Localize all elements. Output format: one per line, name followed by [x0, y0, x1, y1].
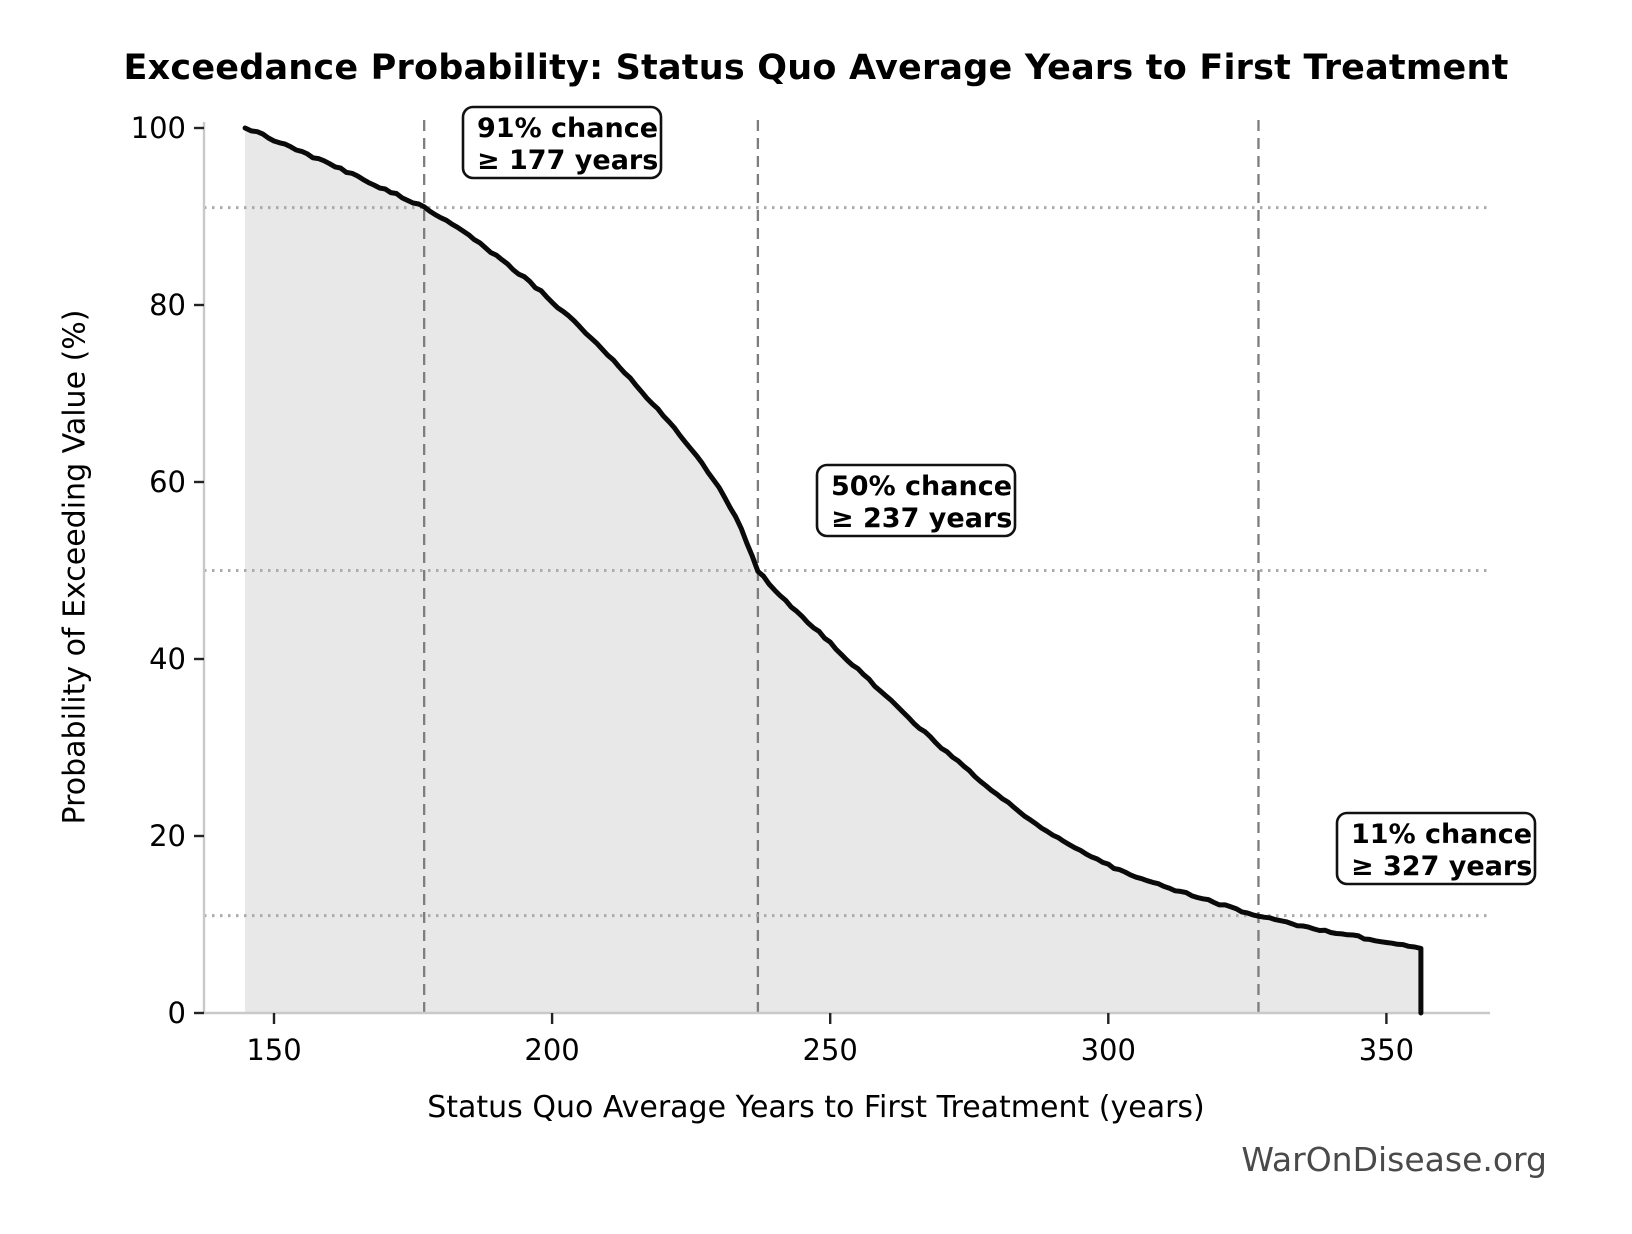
x-tick-label-150: 150 [246, 1033, 301, 1067]
y-tick-label-0: 0 [168, 996, 186, 1030]
x-axis-label: Status Quo Average Years to First Treatm… [427, 1090, 1205, 1125]
y-tick-label-60: 60 [149, 465, 186, 499]
y-tick-label-80: 80 [149, 288, 186, 322]
annotation-box-11 [1335, 811, 1537, 886]
chart-title: Exceedance Probability: Status Quo Avera… [123, 48, 1509, 88]
annotation-line1-91: 91% chance [477, 113, 658, 144]
annotation-box-50 [815, 463, 1017, 538]
annotation-line1-11: 11% chance [1351, 819, 1532, 850]
area-under-curve [245, 128, 1421, 1013]
annotation-line2-11: ≥ 327 years [1351, 851, 1532, 882]
annotation-box-91 [461, 105, 663, 180]
x-tick-label-300: 300 [1081, 1033, 1136, 1067]
annotation-line2-91: ≥ 177 years [477, 145, 658, 176]
annotation-line2-50: ≥ 237 years [831, 503, 1012, 534]
y-tick-label-100: 100 [131, 111, 186, 145]
y-axis-label: Probability of Exceeding Value (%) [57, 309, 93, 825]
watermark-link: WarOnDisease.org [1241, 1140, 1547, 1179]
exceedance-curve [242, 125, 1424, 1016]
x-tick-label-350: 350 [1359, 1033, 1414, 1067]
x-tick-label-200: 200 [524, 1033, 579, 1067]
y-tick-label-40: 40 [149, 642, 186, 676]
x-tick-label-250: 250 [803, 1033, 858, 1067]
y-tick-label-20: 20 [149, 819, 186, 853]
annotation-line1-50: 50% chance [831, 471, 1012, 502]
